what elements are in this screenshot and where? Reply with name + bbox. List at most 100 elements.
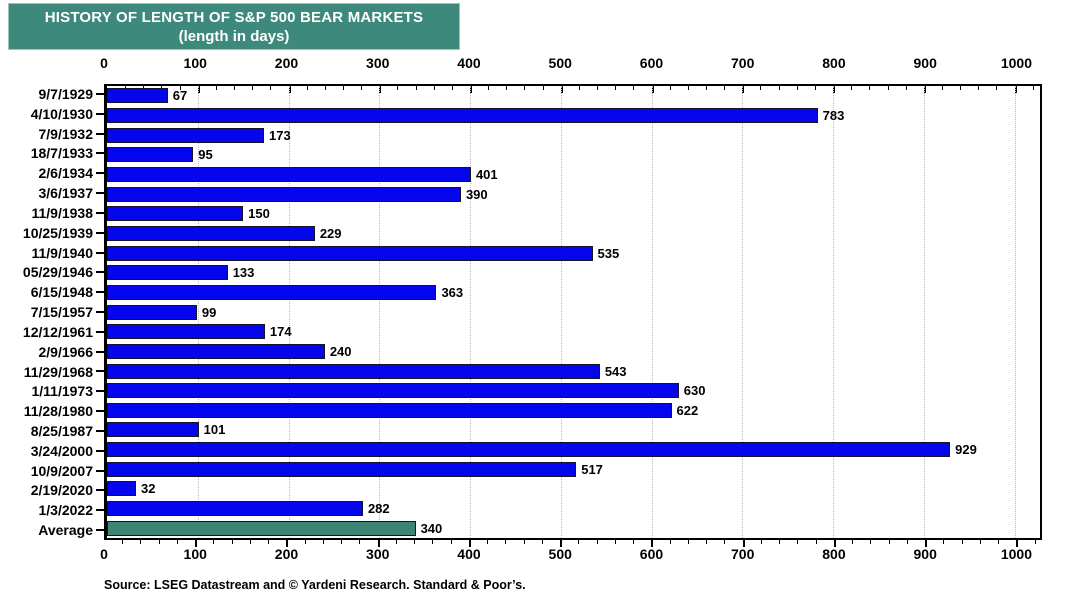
y-axis-category-label: 11/9/1938 [31, 204, 93, 221]
bar-row: 32 [107, 479, 1040, 499]
x-minor-tick [706, 86, 707, 90]
bar [107, 304, 197, 320]
x-minor-tick [797, 540, 799, 544]
x-minor-tick [451, 86, 453, 90]
x-minor-tick [1032, 86, 1034, 90]
y-axis-category-label: 2/6/1934 [38, 165, 94, 182]
y-axis-tick [96, 192, 104, 195]
y-axis-tick [96, 271, 104, 274]
y-axis-tick [96, 112, 104, 115]
bar-value-label: 229 [319, 225, 342, 241]
y-axis-category-label: 9/7/1929 [38, 85, 94, 102]
x-axis-tick-label: 200 [274, 55, 299, 71]
x-minor-tick [978, 86, 980, 90]
x-minor-tick [341, 540, 343, 544]
plot-area: 67 783 173 95 401 390 150 229 535 133 363 99 174 240 5… [104, 84, 1042, 540]
x-major-tick [560, 540, 563, 547]
bar-value-label: 67 [172, 88, 188, 104]
x-minor-tick [706, 540, 708, 544]
x-axis-tick-label: 900 [913, 546, 937, 562]
x-minor-tick [778, 86, 780, 90]
x-major-tick [1016, 540, 1019, 547]
x-major-tick [195, 540, 198, 547]
x-minor-tick [488, 86, 490, 90]
x-minor-tick [943, 540, 945, 544]
y-axis-category-label: 10/9/2007 [30, 462, 93, 479]
x-minor-tick [669, 540, 671, 544]
x-axis-tick-label: 600 [639, 546, 664, 562]
chart-title: HISTORY OF LENGTH OF S&P 500 BEAR MARKET… [44, 8, 424, 26]
y-axis-tick [96, 330, 104, 333]
y-axis-tick [96, 429, 104, 432]
bar-row: 133 [107, 263, 1040, 283]
x-minor-tick [869, 86, 871, 90]
bar-row: 174 [107, 322, 1040, 342]
x-major-tick [560, 86, 563, 93]
y-axis-category-label: 1/3/2022 [38, 502, 94, 519]
x-minor-tick [324, 86, 326, 90]
bar-row: 929 [107, 440, 1040, 460]
x-major-tick [651, 540, 654, 547]
bar [107, 442, 951, 458]
x-minor-tick [252, 86, 254, 90]
x-minor-tick [779, 540, 781, 544]
x-minor-tick [234, 86, 236, 90]
x-axis-tick-label: 0 [100, 55, 108, 71]
gridline [197, 86, 199, 538]
bar-value-label: 99 [201, 304, 217, 320]
y-axis-category-label: Average [38, 522, 93, 539]
bar-value-label: 173 [269, 127, 291, 143]
bar-row: 229 [107, 224, 1040, 244]
x-minor-tick [523, 540, 525, 544]
x-minor-tick [122, 540, 124, 544]
x-axis-tick-label: 400 [457, 55, 481, 71]
y-axis-category-label: 1/11/1973 [31, 383, 93, 400]
x-axis-tick-label: 600 [639, 55, 664, 71]
y-axis-tick [96, 231, 104, 234]
x-minor-tick [231, 540, 233, 544]
x-major-tick [377, 540, 380, 547]
bar [107, 107, 818, 123]
bar [107, 402, 672, 418]
y-axis-category-label: 6/15/1948 [30, 284, 93, 301]
x-axis-bottom-labels: 0 100 200 300 400 500 600 700 800 900 1000 [100, 546, 1042, 566]
bar [107, 501, 363, 517]
y-axis-category-label: 8/25/1987 [30, 422, 93, 439]
bar-value-label: 543 [604, 363, 627, 379]
x-minor-tick [960, 86, 962, 90]
x-minor-tick [176, 540, 178, 544]
chart-subtitle: (length in days) [178, 27, 290, 45]
x-minor-tick [961, 540, 963, 544]
bar-row: 401 [107, 165, 1040, 185]
x-minor-tick [596, 540, 598, 544]
bar [107, 363, 600, 379]
x-minor-tick [998, 540, 1000, 544]
x-minor-tick [888, 540, 890, 544]
x-minor-tick [760, 86, 762, 90]
bar-value-label: 630 [683, 383, 706, 399]
bar-value-label: 282 [367, 501, 390, 517]
x-major-tick [286, 540, 289, 547]
x-axis-tick-label: 300 [366, 546, 390, 562]
bar [107, 88, 168, 104]
bar-row: 95 [107, 145, 1040, 165]
x-minor-tick [851, 86, 853, 90]
bar-value-label: 101 [203, 422, 226, 438]
x-major-tick [651, 86, 654, 93]
bar [107, 481, 137, 497]
x-axis-bottom-ticks [104, 540, 1042, 549]
bar-value-label: 363 [441, 284, 464, 300]
x-axis-tick-label: 900 [913, 55, 937, 71]
x-major-tick [923, 86, 926, 93]
x-minor-tick [143, 86, 145, 90]
y-axis-category-label: 4/10/1930 [30, 105, 93, 122]
average-bar [107, 520, 416, 536]
x-minor-tick [415, 86, 417, 90]
x-minor-tick [905, 86, 907, 90]
y-axis-category-label: 11/9/1940 [31, 244, 93, 261]
x-axis-tick-label: 100 [183, 546, 207, 562]
source-note: Source: LSEG Datastream and © Yardeni Re… [104, 578, 526, 592]
x-minor-tick [724, 540, 726, 544]
bar-value-label: 150 [248, 206, 270, 222]
bar-rows: 67 783 173 95 401 390 150 229 535 133 363 99 174 240 5… [107, 86, 1040, 538]
